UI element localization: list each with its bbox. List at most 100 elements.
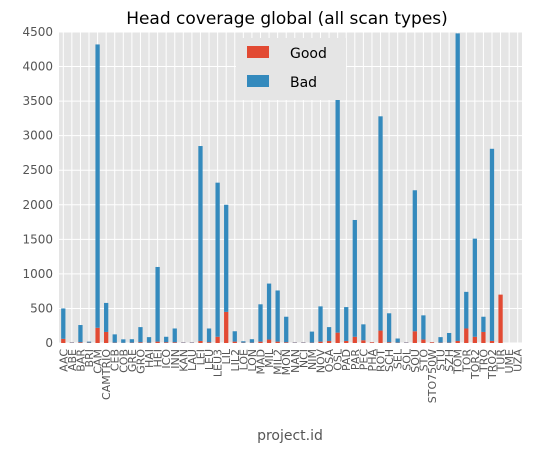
x-tick-label: BRI bbox=[83, 349, 96, 367]
bar-bad-mad bbox=[258, 304, 263, 342]
x-tick-label: LEU3 bbox=[212, 349, 225, 377]
bar-good-tor bbox=[464, 328, 469, 343]
bar-good-lei bbox=[198, 340, 203, 343]
bar-bad-tor bbox=[464, 291, 469, 329]
x-tick-label: LEU bbox=[203, 349, 216, 370]
x-tick-label: OSL bbox=[332, 348, 345, 371]
bar-good-ico bbox=[164, 342, 169, 343]
x-tick-label: CAMTRIO bbox=[100, 349, 113, 400]
y-tick-label: 1000 bbox=[22, 267, 53, 281]
x-tick-label: MON bbox=[280, 349, 293, 375]
legend-label-good: Good bbox=[290, 46, 327, 62]
bar-bad-mil2 bbox=[275, 290, 280, 342]
x-tick-label: TOR2 bbox=[469, 349, 482, 380]
x-tick-label: MIL bbox=[263, 348, 276, 368]
x-tick-label: TOM bbox=[452, 349, 465, 375]
bar-good-sto bbox=[421, 339, 426, 343]
bar-bad-cam bbox=[95, 44, 100, 328]
bar-bad-stu bbox=[438, 337, 443, 343]
bar-bad-bri bbox=[86, 341, 92, 343]
bar-good-gro bbox=[138, 342, 143, 343]
legend-label-bad: Bad bbox=[290, 75, 317, 91]
x-tick-label: HAI bbox=[143, 349, 156, 368]
y-axis-ticks: 0 500 1000 1500 2000 2500 3000 3500 4000 4500 bbox=[22, 25, 53, 350]
x-tick-label: AAC bbox=[57, 349, 70, 372]
bar-bad-hai bbox=[146, 337, 152, 343]
x-tick-label: SCH bbox=[383, 349, 396, 372]
x-tick-label: STO bbox=[417, 349, 430, 372]
x-tick-label: NAN bbox=[289, 349, 302, 373]
bar-bad-bar bbox=[78, 325, 83, 343]
x-tick-label: ABE bbox=[66, 349, 79, 371]
bar-bad-tro bbox=[481, 316, 486, 332]
bar-good-mad bbox=[258, 341, 263, 343]
x-tick-label: GRE bbox=[126, 349, 139, 372]
bar-good-par bbox=[352, 336, 357, 343]
bar-bad-gre bbox=[129, 339, 135, 343]
bars bbox=[61, 33, 503, 343]
bar-bad-sch bbox=[386, 313, 392, 343]
bar-good-mil2 bbox=[275, 341, 280, 343]
bar-bad-pad bbox=[344, 307, 349, 341]
x-tick-label: LIL bbox=[220, 348, 233, 364]
x-tick-label: UZA bbox=[512, 349, 525, 372]
x-tick-label: LOE bbox=[237, 349, 250, 370]
bar-bad-par bbox=[352, 219, 357, 337]
x-tick-label: STO750W bbox=[426, 349, 439, 403]
bar-good-mon bbox=[284, 342, 289, 343]
bar-bad-gro bbox=[138, 327, 143, 343]
x-tick-label: NIM bbox=[306, 349, 319, 370]
x-tick-label: OSA bbox=[323, 349, 336, 373]
x-tick-label: PAR bbox=[349, 349, 362, 370]
y-tick-label: 2000 bbox=[22, 198, 53, 212]
x-tick-label: TUR bbox=[495, 349, 508, 373]
x-tick-label: COB bbox=[117, 349, 130, 373]
bar-good-tro2 bbox=[489, 340, 495, 343]
bar-good-inn bbox=[172, 342, 177, 343]
bar-good-hei bbox=[155, 341, 160, 343]
x-axis-label: project.id bbox=[257, 428, 323, 444]
y-tick-label: 3000 bbox=[22, 129, 53, 143]
bar-good-camtrio bbox=[104, 331, 109, 343]
x-tick-label: KAN bbox=[177, 349, 190, 372]
x-tick-label: CEB bbox=[109, 349, 122, 371]
bar-bad-lil2 bbox=[232, 331, 237, 342]
bar-bad-lei bbox=[198, 146, 203, 341]
x-tick-label: NOV bbox=[315, 349, 328, 374]
bar-good-nov bbox=[318, 341, 323, 343]
bar-good-osa bbox=[326, 340, 332, 343]
bar-bad-osa bbox=[326, 327, 332, 341]
bar-bad-pec bbox=[361, 324, 366, 341]
x-tick-label: NCI bbox=[297, 349, 310, 368]
legend-swatch-good bbox=[247, 46, 269, 58]
x-tick-label: SEL bbox=[392, 348, 405, 369]
bar-good-sto750w bbox=[429, 342, 435, 343]
bar-bad-hei bbox=[155, 266, 160, 342]
bar-good-osl bbox=[335, 332, 340, 343]
bar-bad-nov bbox=[318, 306, 323, 342]
x-tick-label: LEI bbox=[194, 349, 207, 365]
bar-good-bar bbox=[78, 342, 83, 343]
bar-good-pad bbox=[344, 340, 349, 343]
bar-bad-loe bbox=[241, 341, 246, 343]
bar-good-tom bbox=[455, 340, 460, 343]
x-tick-label: LON bbox=[246, 349, 259, 372]
y-tick-label: 3500 bbox=[22, 94, 53, 108]
bar-bad-sel bbox=[395, 338, 400, 343]
x-tick-label: LAU bbox=[186, 349, 199, 371]
bar-bad-leu bbox=[206, 328, 212, 343]
x-axis-ticks: AACABEBARBRICAMCAMTRIOCEBCOBGREGROHAIHEI… bbox=[57, 348, 524, 403]
bar-good-tro bbox=[481, 331, 486, 343]
bar-bad-rot bbox=[378, 116, 383, 331]
bar-good-mil bbox=[266, 339, 272, 343]
x-tick-label: MIL2 bbox=[272, 349, 285, 375]
x-tick-label: TRO2 bbox=[486, 349, 499, 380]
bar-good-pec bbox=[361, 340, 366, 343]
bar-good-pha bbox=[369, 342, 375, 343]
x-tick-label: INN bbox=[169, 349, 182, 369]
x-tick-label: PEC bbox=[357, 349, 370, 371]
bar-bad-szh bbox=[446, 332, 452, 343]
y-tick-label: 4000 bbox=[22, 60, 53, 74]
bar-good-sou bbox=[412, 331, 417, 343]
